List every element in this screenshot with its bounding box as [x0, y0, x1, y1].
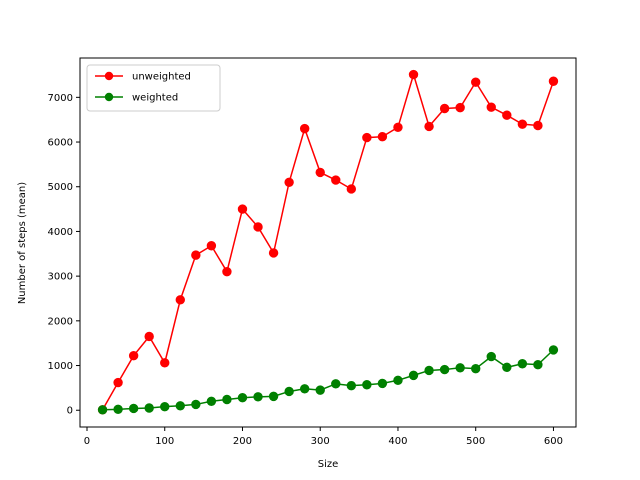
x-tick-label: 200	[233, 436, 252, 447]
data-point-unweighted	[191, 250, 201, 260]
data-point-unweighted	[486, 102, 496, 112]
data-point-unweighted	[284, 177, 294, 187]
data-point-weighted	[144, 403, 154, 413]
data-point-unweighted	[113, 377, 123, 388]
y-tick-label: 4000	[48, 227, 73, 238]
data-point-weighted	[471, 363, 481, 374]
y-tick-label: 3000	[48, 272, 73, 283]
data-point-unweighted	[517, 119, 528, 129]
legend-label-weighted: weighted	[132, 93, 178, 104]
x-tick-label: 600	[544, 436, 563, 447]
data-point-unweighted	[408, 69, 419, 80]
y-tick-label: 5000	[48, 182, 73, 193]
data-point-unweighted	[471, 77, 481, 87]
data-point-weighted	[97, 405, 108, 415]
data-point-unweighted	[128, 351, 139, 361]
legend: unweighted weighted	[86, 64, 221, 112]
data-point-weighted	[533, 359, 543, 370]
x-tick-label: 400	[388, 436, 407, 447]
data-point-weighted	[268, 391, 279, 402]
data-point-weighted	[439, 364, 450, 375]
plot-frame	[79, 57, 577, 428]
data-point-weighted	[455, 363, 465, 373]
data-point-weighted	[253, 392, 263, 402]
data-point-unweighted	[222, 266, 232, 277]
data-point-weighted	[408, 370, 419, 381]
y-tick-label: 0	[67, 406, 73, 417]
data-point-unweighted	[237, 204, 248, 214]
data-point-weighted	[315, 385, 325, 395]
plot-area	[97, 69, 559, 415]
data-point-unweighted	[393, 122, 403, 132]
y-tick-label: 6000	[48, 138, 73, 149]
data-point-weighted	[113, 404, 123, 415]
data-point-weighted	[206, 396, 217, 406]
data-point-weighted	[377, 378, 388, 389]
data-point-weighted	[299, 384, 310, 394]
data-point-unweighted	[253, 222, 263, 232]
data-point-weighted	[362, 380, 372, 390]
axes: 0 100 200 300 400 500 600010002000300040005000…	[48, 57, 577, 447]
x-tick-label: 100	[155, 436, 174, 447]
data-point-unweighted	[548, 76, 559, 86]
data-point-weighted	[424, 365, 434, 376]
y-tick-label: 2000	[48, 316, 73, 327]
data-point-unweighted	[315, 167, 325, 178]
x-tick-label: 0	[84, 436, 90, 447]
series-line-unweighted	[101, 71, 555, 411]
y-tick-label: 7000	[48, 93, 73, 104]
y-tick-label: 1000	[48, 361, 73, 372]
data-point-weighted	[175, 401, 185, 411]
data-point-weighted	[346, 380, 357, 391]
data-point-unweighted	[377, 131, 388, 142]
x-axis-title: Size	[318, 459, 339, 470]
data-point-unweighted	[502, 110, 512, 120]
data-point-weighted	[486, 351, 496, 362]
legend-label-unweighted: unweighted	[132, 72, 191, 83]
x-tick-label: 500	[466, 436, 485, 447]
data-point-unweighted	[206, 241, 217, 251]
legend-marker-weighted	[104, 92, 114, 102]
data-point-unweighted	[424, 121, 434, 132]
data-point-weighted	[160, 401, 170, 412]
data-point-unweighted	[160, 358, 170, 368]
data-point-unweighted	[533, 120, 543, 131]
data-point-unweighted	[175, 295, 185, 305]
data-point-weighted	[191, 399, 201, 410]
data-point-weighted	[502, 362, 512, 373]
x-tick-label: 300	[311, 436, 330, 447]
data-point-unweighted	[331, 175, 341, 185]
data-point-unweighted	[144, 331, 154, 342]
data-point-weighted	[284, 386, 294, 397]
data-point-unweighted	[362, 132, 372, 143]
data-point-weighted	[331, 379, 341, 389]
data-point-unweighted	[299, 123, 310, 134]
data-point-weighted	[393, 375, 403, 385]
data-point-weighted	[548, 345, 559, 355]
legend-marker-unweighted	[104, 71, 114, 81]
data-point-unweighted	[346, 184, 357, 194]
y-axis-title: Number of steps (mean)	[17, 182, 28, 304]
data-point-weighted	[237, 393, 248, 403]
data-point-unweighted	[268, 248, 279, 258]
data-point-unweighted	[439, 103, 450, 114]
data-point-weighted	[222, 394, 232, 405]
data-point-weighted	[128, 403, 139, 414]
data-point-unweighted	[455, 102, 465, 113]
data-point-weighted	[517, 359, 528, 369]
